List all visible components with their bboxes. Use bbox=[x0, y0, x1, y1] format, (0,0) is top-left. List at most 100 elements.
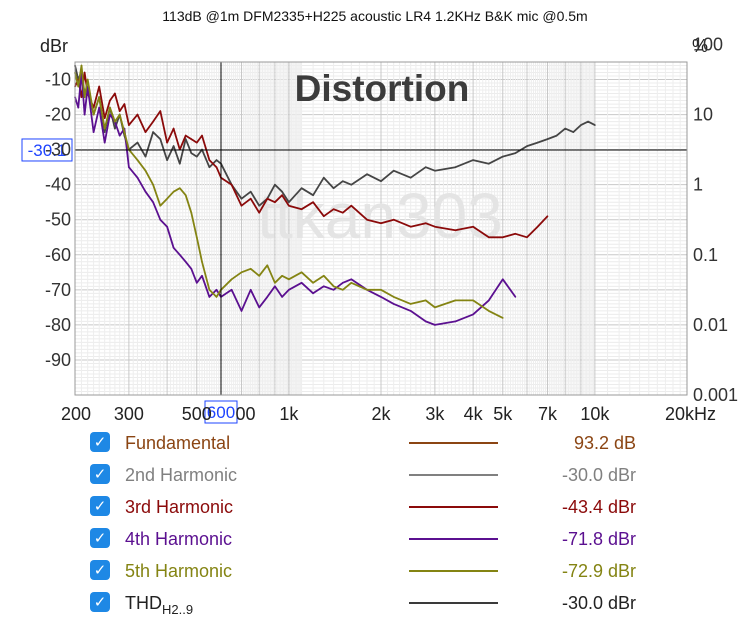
data-point bbox=[424, 320, 427, 323]
legend-row: ✓ 3rd Harmonic -43.4 dBr bbox=[88, 494, 648, 526]
data-point bbox=[240, 310, 243, 312]
legend-swatch bbox=[409, 602, 498, 604]
y-tick-label: -90 bbox=[45, 350, 71, 370]
legend-row: ✓ 5th Harmonic -72.9 dBr bbox=[88, 558, 648, 590]
data-point bbox=[434, 225, 436, 228]
legend-swatch bbox=[409, 570, 498, 572]
data-point bbox=[434, 306, 436, 309]
y-axis-label-right: % bbox=[692, 36, 708, 56]
data-point bbox=[350, 183, 353, 186]
y-right-tick-label: 1 bbox=[693, 175, 703, 195]
data-point bbox=[190, 211, 193, 214]
data-point bbox=[288, 289, 290, 291]
data-point bbox=[249, 268, 252, 270]
data-point bbox=[274, 183, 276, 186]
y-right-tick-label: 0.01 bbox=[693, 315, 728, 335]
data-point bbox=[409, 176, 412, 179]
data-point bbox=[392, 296, 395, 298]
data-point bbox=[332, 187, 335, 189]
y-tick-label: -50 bbox=[45, 210, 71, 230]
legend-label: 5th Harmonic bbox=[125, 558, 232, 584]
data-point bbox=[281, 296, 283, 298]
data-point bbox=[536, 141, 539, 144]
data-point bbox=[288, 201, 290, 203]
data-point bbox=[312, 201, 314, 203]
data-point bbox=[118, 113, 121, 116]
check-icon[interactable]: ✓ bbox=[90, 592, 110, 612]
data-point bbox=[332, 289, 335, 291]
chart-title: 113dB @1m DFM2335+H225 acoustic LR4 1.2K… bbox=[162, 8, 587, 24]
y-tick-label: -60 bbox=[45, 245, 71, 265]
legend-label: 4th Harmonic bbox=[125, 526, 232, 552]
data-point bbox=[454, 299, 457, 302]
y-tick-label: -40 bbox=[45, 175, 71, 195]
data-point bbox=[332, 208, 335, 210]
data-point bbox=[215, 289, 218, 291]
data-point bbox=[208, 166, 211, 168]
data-point bbox=[514, 296, 517, 298]
data-point bbox=[103, 117, 106, 119]
legend-label-text: Fundamental bbox=[125, 433, 231, 453]
legend-swatch bbox=[409, 538, 498, 540]
legend-label-text: 5th Harmonic bbox=[125, 561, 233, 581]
data-point bbox=[159, 138, 162, 140]
data-point bbox=[266, 296, 269, 298]
data-point bbox=[488, 162, 490, 165]
data-point bbox=[514, 152, 517, 154]
x-tick-label: 2k bbox=[371, 404, 391, 424]
data-point bbox=[488, 299, 490, 302]
data-point bbox=[300, 282, 303, 284]
x-tick-label: 7k bbox=[538, 404, 558, 424]
data-point bbox=[300, 187, 303, 189]
data-point bbox=[172, 190, 175, 193]
legend-label: 3rd Harmonic bbox=[125, 494, 233, 520]
series-layer bbox=[74, 64, 596, 326]
data-point bbox=[208, 159, 211, 161]
data-point bbox=[472, 159, 474, 161]
cursor-y-readout: -30.1 bbox=[28, 141, 67, 160]
data-point bbox=[594, 124, 596, 126]
data-point bbox=[118, 110, 121, 112]
cursor-layer[interactable]: -30.1 600 bbox=[21, 62, 687, 424]
legend-value: -71.8 dBr bbox=[561, 529, 636, 549]
data-point bbox=[424, 222, 427, 224]
data-point bbox=[258, 211, 261, 214]
data-point bbox=[190, 138, 193, 140]
check-icon[interactable]: ✓ bbox=[90, 528, 110, 548]
legend-row: ✓ THDH2..9 -30.0 dBr bbox=[88, 590, 648, 622]
data-point bbox=[152, 131, 154, 133]
check-icon[interactable]: ✓ bbox=[90, 464, 110, 484]
data-point bbox=[196, 282, 198, 284]
data-point bbox=[109, 99, 111, 102]
x-tick-label: 10k bbox=[580, 404, 610, 424]
data-point bbox=[184, 134, 187, 137]
data-point bbox=[266, 264, 269, 267]
legend-value: -43.4 dBr bbox=[561, 497, 636, 517]
data-point bbox=[409, 310, 412, 312]
data-point bbox=[434, 169, 436, 172]
data-point bbox=[366, 289, 368, 291]
data-point bbox=[409, 225, 412, 228]
y-axis-left: -10 -20 -30 -40 -50 -60 -70 -80 -90 bbox=[45, 70, 71, 370]
data-point bbox=[502, 155, 504, 158]
data-point bbox=[472, 313, 474, 316]
data-point bbox=[128, 124, 130, 126]
data-point bbox=[144, 169, 147, 172]
data-point bbox=[572, 131, 575, 133]
data-point bbox=[424, 166, 427, 168]
legend-label-text: 2nd Harmonic bbox=[125, 465, 238, 485]
cursor-x-readout-box bbox=[204, 400, 238, 424]
data-point bbox=[380, 296, 382, 298]
data-point bbox=[258, 204, 261, 207]
data-point bbox=[215, 159, 218, 161]
legend-swatch bbox=[409, 442, 498, 444]
data-point bbox=[166, 225, 168, 228]
data-point bbox=[281, 275, 283, 277]
data-point bbox=[546, 138, 549, 140]
check-icon[interactable]: ✓ bbox=[90, 496, 110, 516]
data-point bbox=[144, 155, 147, 158]
check-icon[interactable]: ✓ bbox=[90, 560, 110, 580]
data-point bbox=[249, 190, 252, 193]
check-icon[interactable]: ✓ bbox=[90, 432, 110, 452]
data-point bbox=[201, 261, 203, 263]
